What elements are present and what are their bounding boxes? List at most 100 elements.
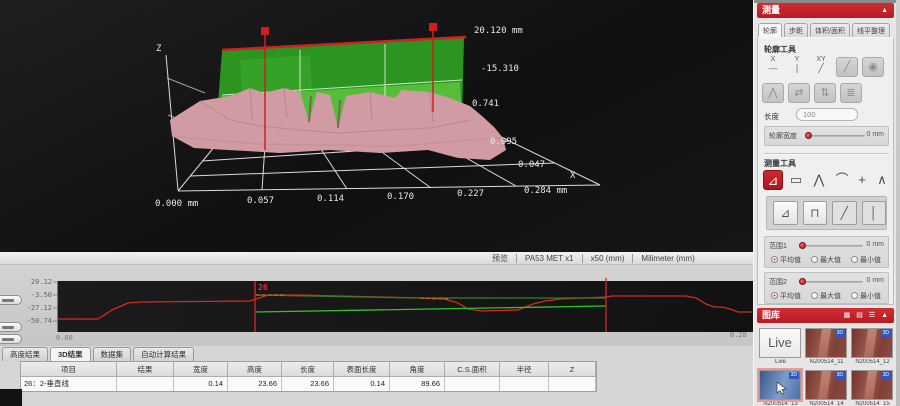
cross-measure-tool-button[interactable]: + bbox=[852, 170, 872, 190]
side-mini-button[interactable] bbox=[0, 295, 22, 305]
radio-average[interactable]: 平均值 bbox=[771, 255, 801, 265]
thumbnail-label: N200514_12 bbox=[855, 359, 890, 365]
thumbnail-live[interactable]: Live Live bbox=[759, 328, 802, 365]
tab-profile[interactable]: 轮廓 bbox=[758, 23, 782, 38]
column-header[interactable]: Z bbox=[549, 362, 596, 377]
side-mini-button[interactable] bbox=[0, 334, 22, 344]
xy-profile-tool[interactable]: XY ╱ bbox=[810, 56, 832, 74]
subtool-vertical-button[interactable]: │ bbox=[861, 201, 886, 225]
peaks-measure-tool-button[interactable]: ⋀ bbox=[809, 170, 829, 190]
area-measure-tool-button[interactable]: ▭ bbox=[786, 170, 806, 190]
cell-z bbox=[549, 377, 596, 391]
profile-width-value: 0 mm bbox=[866, 131, 885, 138]
3d-cursor-1[interactable] bbox=[261, 27, 269, 150]
tab-dataset[interactable]: 数据集 bbox=[92, 347, 132, 361]
thumbnail-n200514-13-selected[interactable]: 3D N200514_13 bbox=[757, 368, 803, 406]
x-tick: 0.284 mm bbox=[524, 186, 568, 196]
peak-tool-button[interactable]: ⋀ bbox=[762, 83, 784, 103]
thumbnail-label: N200514_11 bbox=[809, 359, 844, 365]
column-header[interactable]: 项目 bbox=[21, 362, 117, 377]
range1-knob[interactable] bbox=[799, 242, 806, 249]
cell-result bbox=[117, 377, 174, 391]
table-header-row: 项目 结果 宽度 高度 长度 表面长度 角度 C.S.面积 半径 Z bbox=[21, 362, 596, 377]
tab-step[interactable]: 步距 bbox=[784, 23, 808, 38]
tab-height-results[interactable]: 高度结果 bbox=[2, 347, 48, 361]
range2-slider-row: 范围2 0 mm bbox=[765, 273, 888, 289]
profile-y-tick: -27.12 bbox=[26, 304, 52, 312]
range1-track[interactable] bbox=[801, 245, 863, 247]
radio-min[interactable]: 最小值 bbox=[851, 291, 881, 301]
column-header[interactable]: 角度 bbox=[390, 362, 445, 377]
radio-min[interactable]: 最小值 bbox=[851, 255, 881, 265]
thumbnail-image[interactable]: 3D bbox=[805, 328, 847, 358]
collapse-icon[interactable]: ▲ bbox=[881, 312, 890, 319]
reference-green-line bbox=[254, 305, 607, 313]
marker-value-label: 20.120 mm bbox=[474, 26, 523, 36]
thumbnail-image[interactable]: 3D bbox=[851, 370, 893, 400]
length-input[interactable]: 100 bbox=[796, 108, 858, 121]
table-row[interactable]: 26：2-垂直线 0.14 23.66 23.66 0.14 89.66 bbox=[21, 377, 596, 391]
thumbnail-n200514-12[interactable]: 3D N200514_12 bbox=[851, 328, 894, 365]
radio-max[interactable]: 最大值 bbox=[811, 255, 841, 265]
measure-panel-header[interactable]: 测量 ▲ bbox=[757, 3, 894, 18]
profile-y-tick: 20.12 bbox=[30, 278, 52, 286]
xy-line-icon: ╱ bbox=[818, 63, 824, 73]
tab-volume-area[interactable]: 体积/面积 bbox=[810, 23, 850, 38]
range2-knob[interactable] bbox=[799, 278, 806, 285]
tiles-view-icon[interactable]: ▤ bbox=[856, 312, 865, 319]
circle-tool-button[interactable]: ◉ bbox=[862, 57, 884, 77]
horizontal-measure-button[interactable]: ⇄ bbox=[788, 83, 810, 103]
gallery-header[interactable]: 图库 ▦ ▤ ☰ ▲ bbox=[757, 308, 894, 323]
thumbnail-image[interactable]: 3D bbox=[851, 328, 893, 358]
filled-circle-icon: ◉ bbox=[868, 61, 878, 73]
column-header[interactable]: C.S.面积 bbox=[445, 362, 500, 377]
thumbnail-image[interactable]: 3D bbox=[757, 368, 803, 402]
tab-3d-results[interactable]: 3D结果 bbox=[50, 347, 91, 361]
subtool-step-button[interactable]: ⊿ bbox=[773, 201, 798, 225]
radio-dot bbox=[771, 292, 778, 299]
y-profile-tool[interactable]: Y | bbox=[786, 56, 808, 73]
column-header[interactable]: 表面长度 bbox=[334, 362, 390, 377]
thumbnail-image[interactable]: 3D bbox=[805, 370, 847, 400]
status-magnification[interactable]: x50 (mm) bbox=[590, 254, 625, 263]
profile-width-knob[interactable] bbox=[805, 132, 812, 139]
column-header[interactable]: 宽度 bbox=[174, 362, 228, 377]
radio-label: 平均值 bbox=[780, 257, 801, 264]
3d-surface-view[interactable]: Z X 20.120 mm -15.310 0.741 0.095 0.047 … bbox=[0, 0, 753, 252]
thumbnail-n200514-14[interactable]: 3D N200514_14 bbox=[805, 370, 848, 406]
subtool-slope-button[interactable]: ╱ bbox=[832, 201, 857, 225]
cell-angle: 89.66 bbox=[390, 377, 445, 391]
tab-auto-calc-results[interactable]: 自动计算结果 bbox=[133, 347, 195, 361]
thumbnail-n200514-11[interactable]: 3D N200514_11 bbox=[805, 328, 848, 365]
height-measure-tool-button[interactable]: ⊿ bbox=[763, 170, 783, 190]
subtool-groove-button[interactable]: ⊓ bbox=[802, 201, 827, 225]
profile-chart-area[interactable] bbox=[57, 281, 753, 332]
live-text: Live bbox=[768, 335, 792, 350]
column-header[interactable]: 高度 bbox=[228, 362, 282, 377]
3d-cursor-2[interactable] bbox=[429, 23, 437, 112]
separator bbox=[632, 254, 634, 263]
x-line-icon: — bbox=[768, 63, 778, 73]
column-header[interactable]: 结果 bbox=[117, 362, 174, 377]
status-lens[interactable]: PA53 MET x1 bbox=[525, 254, 574, 263]
live-view-tile[interactable]: Live bbox=[759, 328, 801, 358]
radio-average[interactable]: 平均值 bbox=[771, 291, 801, 301]
radio-max[interactable]: 最大值 bbox=[811, 291, 841, 301]
vertical-measure-button[interactable]: ⇅ bbox=[814, 83, 836, 103]
arc-measure-tool-button[interactable]: ⌒ bbox=[832, 170, 852, 190]
collapse-icon[interactable]: ▲ bbox=[881, 7, 890, 14]
range2-track[interactable] bbox=[801, 281, 863, 283]
column-header[interactable]: 长度 bbox=[282, 362, 334, 377]
profile-width-track[interactable] bbox=[807, 135, 865, 137]
side-mini-button[interactable] bbox=[0, 322, 22, 332]
thumbnail-n200514-15[interactable]: 3D N200514_15 bbox=[851, 370, 894, 406]
list-view-icon[interactable]: ☰ bbox=[868, 312, 878, 319]
x-profile-tool[interactable]: X — bbox=[762, 56, 784, 73]
column-header[interactable]: 半径 bbox=[500, 362, 549, 377]
lines-tool-button[interactable]: ≣ bbox=[840, 83, 862, 103]
angle-measure-tool-button[interactable]: ∧ bbox=[872, 170, 892, 190]
tab-leveling[interactable]: 线平整理 bbox=[851, 23, 890, 38]
free-line-tool-button[interactable]: ╱ bbox=[836, 57, 858, 77]
grid-view-icon[interactable]: ▦ bbox=[843, 312, 853, 319]
status-units[interactable]: Milimeter (mm) bbox=[641, 254, 695, 263]
